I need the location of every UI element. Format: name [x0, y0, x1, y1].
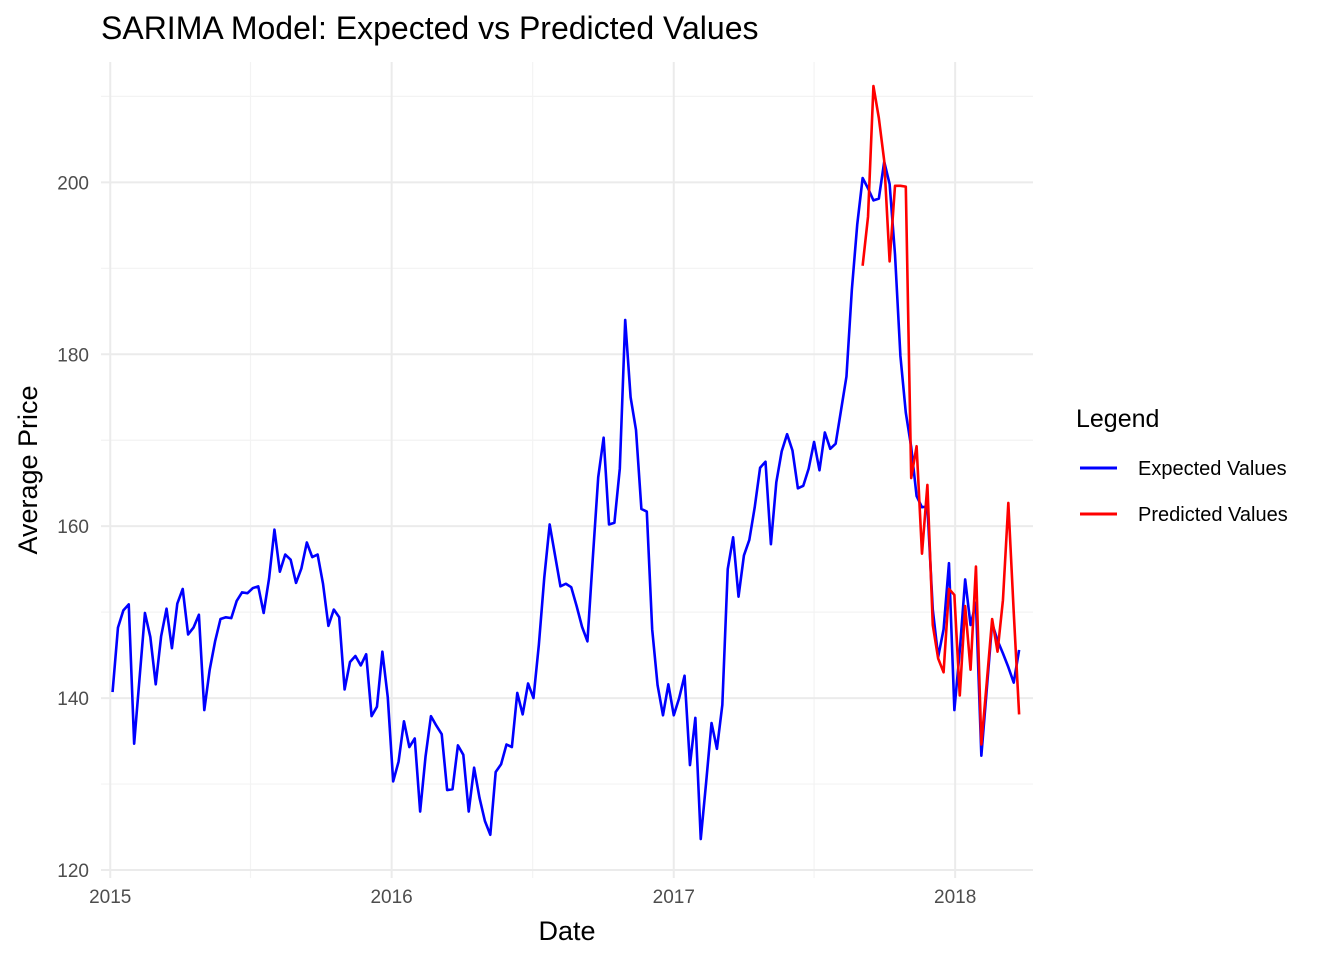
predicted-values-line	[861, 84, 1021, 746]
y-tick-label: 160	[57, 517, 89, 538]
expected-values-line	[111, 160, 1021, 841]
y-tick-label: 200	[57, 173, 89, 194]
major-gridlines	[101, 62, 1033, 878]
y-axis-title: Average Price	[13, 385, 43, 554]
series-layer	[111, 84, 1021, 841]
legend: Legend Expected Values Predicted Values	[1076, 405, 1288, 526]
x-tick-label: 2016	[370, 887, 412, 908]
x-axis-title: Date	[538, 916, 595, 946]
y-tick-label: 140	[57, 689, 89, 710]
y-tick-labels: 120 140 160 180 200	[57, 173, 89, 882]
legend-label-expected: Expected Values	[1138, 458, 1287, 480]
legend-title: Legend	[1076, 405, 1159, 433]
x-tick-label: 2017	[653, 887, 695, 908]
y-tick-label: 180	[57, 345, 89, 366]
y-tick-label: 120	[57, 861, 89, 882]
x-tick-label: 2018	[934, 887, 976, 908]
minor-gridlines	[101, 62, 1033, 878]
legend-label-predicted: Predicted Values	[1138, 504, 1288, 526]
x-tick-labels: 2015 2016 2017 2018	[89, 887, 976, 908]
x-tick-label: 2015	[89, 887, 131, 908]
chart-title: SARIMA Model: Expected vs Predicted Valu…	[101, 10, 759, 46]
